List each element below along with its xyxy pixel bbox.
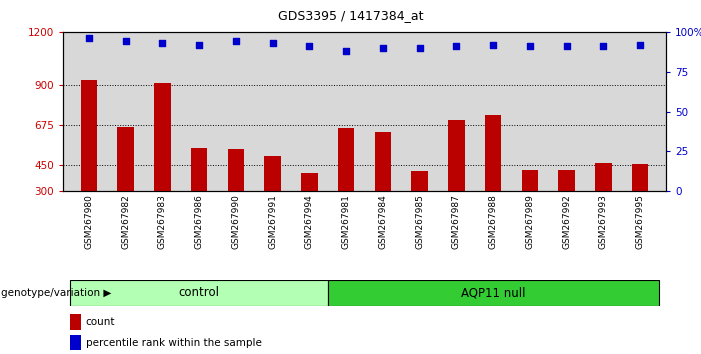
- Point: [414, 45, 426, 51]
- Bar: [522, 170, 538, 191]
- Point: [341, 48, 352, 54]
- Bar: [448, 120, 465, 191]
- Text: genotype/variation ▶: genotype/variation ▶: [1, 288, 111, 298]
- Bar: [191, 148, 207, 191]
- Bar: [117, 127, 134, 191]
- Text: AQP11 null: AQP11 null: [461, 286, 526, 299]
- Bar: [411, 171, 428, 191]
- Bar: [264, 156, 281, 191]
- Point: [120, 39, 131, 44]
- Point: [524, 44, 536, 49]
- Point: [634, 42, 646, 47]
- Bar: [301, 172, 318, 191]
- Point: [267, 40, 278, 46]
- Text: percentile rank within the sample: percentile rank within the sample: [86, 338, 261, 348]
- Point: [157, 40, 168, 46]
- Bar: [632, 164, 648, 191]
- Bar: [70, 314, 81, 330]
- Point: [230, 39, 241, 44]
- Point: [304, 44, 315, 49]
- Bar: [81, 80, 97, 191]
- Point: [83, 35, 95, 41]
- Bar: [154, 83, 170, 191]
- Bar: [485, 115, 501, 191]
- Bar: [374, 132, 391, 191]
- Bar: [228, 149, 244, 191]
- Text: GDS3395 / 1417384_at: GDS3395 / 1417384_at: [278, 9, 423, 22]
- Bar: [328, 280, 659, 306]
- Point: [598, 44, 609, 49]
- Point: [561, 44, 572, 49]
- Point: [451, 44, 462, 49]
- Bar: [595, 163, 612, 191]
- Text: control: control: [179, 286, 219, 299]
- Point: [377, 45, 388, 51]
- Bar: [70, 280, 328, 306]
- Point: [488, 42, 499, 47]
- Text: count: count: [86, 317, 116, 327]
- Bar: [70, 335, 81, 350]
- Bar: [559, 170, 575, 191]
- Point: [193, 42, 205, 47]
- Bar: [338, 128, 355, 191]
